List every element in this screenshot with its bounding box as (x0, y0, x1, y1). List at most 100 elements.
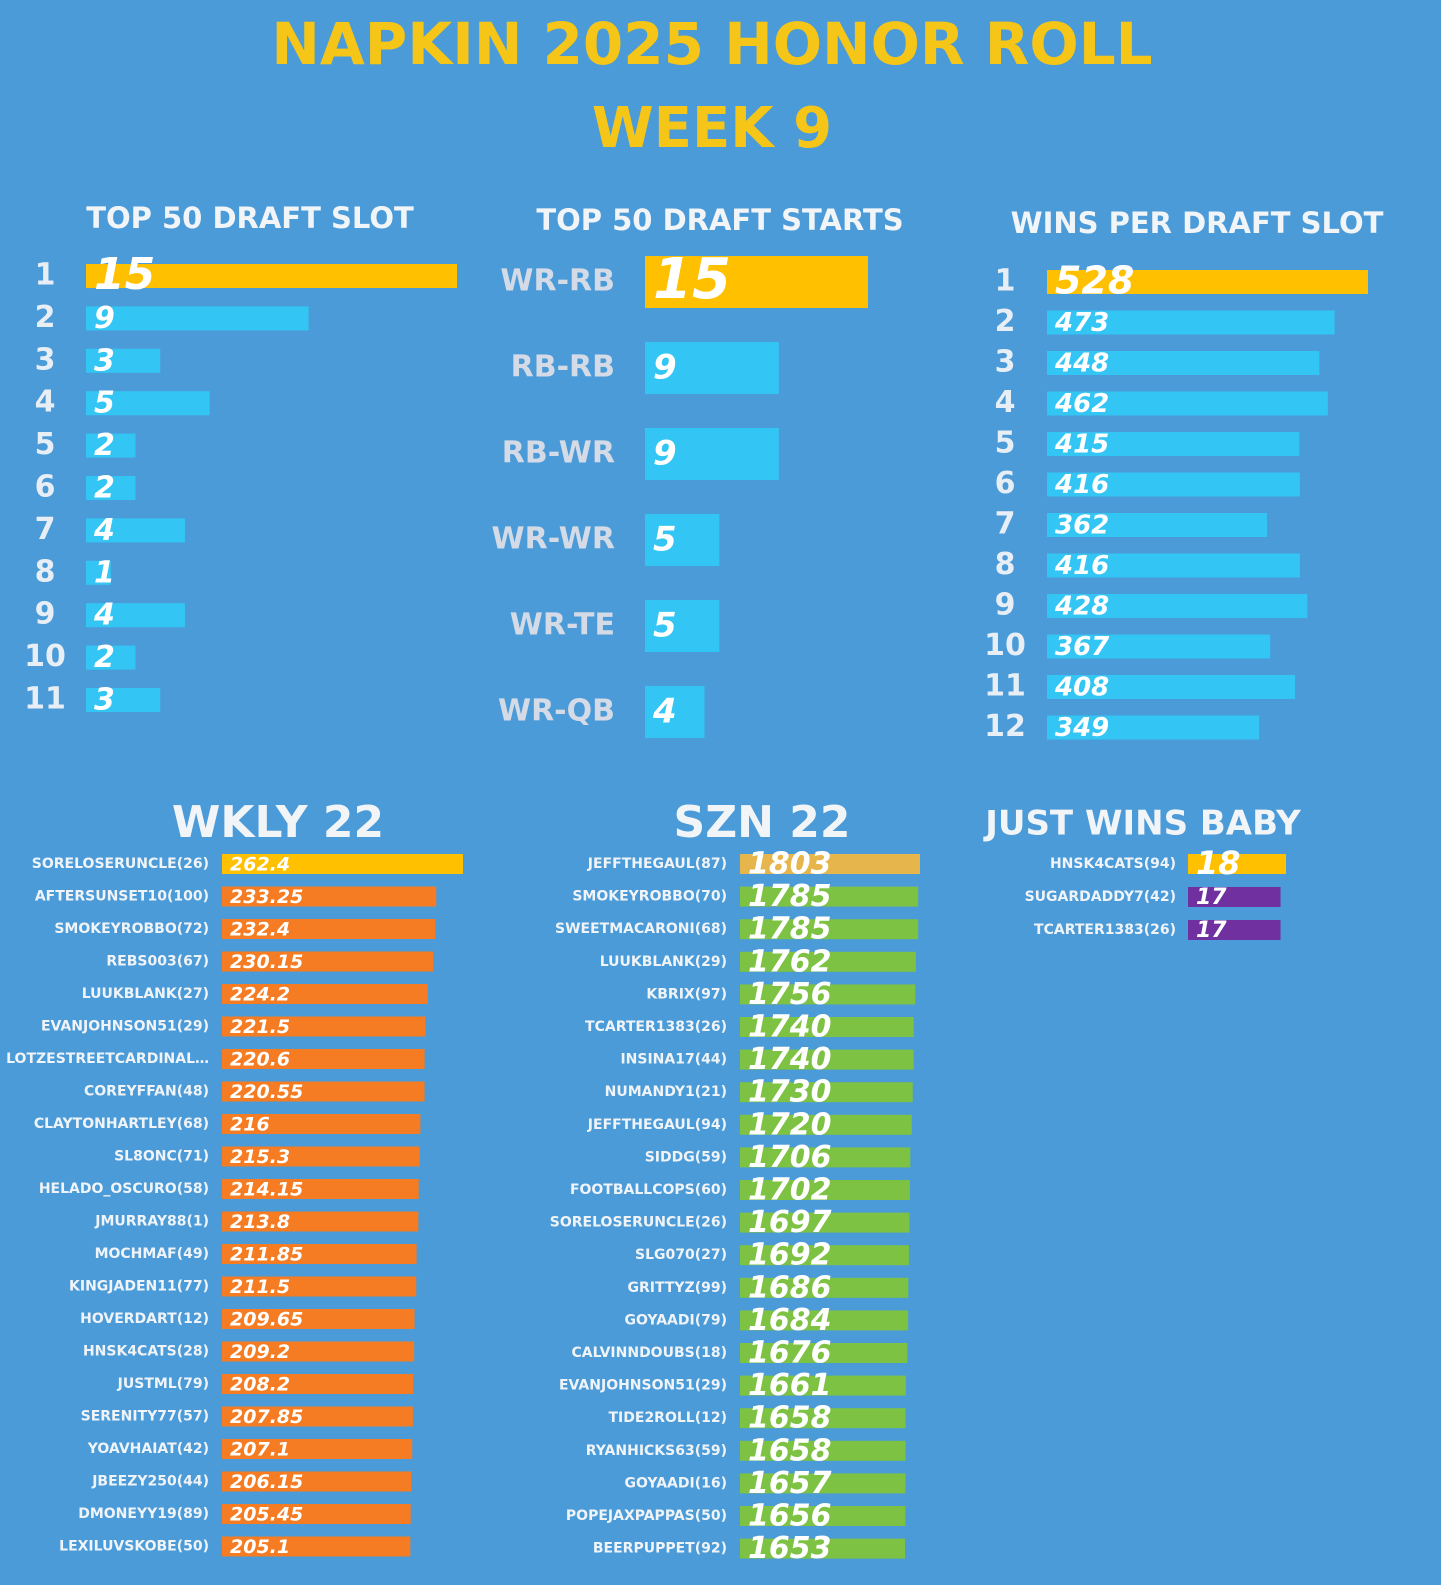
row-label: KBRIX(97) (646, 986, 727, 1002)
row-label: JMURRAY88(1) (94, 1214, 209, 1230)
value-label: 408 (1054, 673, 1109, 703)
bar (740, 1082, 913, 1103)
row-label: JBEEZY250(44) (91, 1474, 209, 1490)
value-label: 2 (94, 428, 115, 463)
value-label: 1706 (748, 1140, 832, 1175)
bar (1047, 432, 1300, 456)
row-label: NUMANDY1(21) (605, 1084, 727, 1100)
value-label: 4 (652, 692, 677, 732)
value-label: 1656 (748, 1499, 832, 1534)
value-label: 207.1 (230, 1439, 290, 1461)
bar (740, 1277, 909, 1298)
value-label: 214.15 (230, 1179, 303, 1201)
row-label: HOVERDART(12) (80, 1311, 209, 1327)
bar (86, 348, 161, 373)
row-label: HNSK4CATS(94) (1050, 856, 1176, 872)
bar (222, 1374, 414, 1394)
bar (222, 1309, 415, 1329)
value-label: 1658 (748, 1401, 832, 1436)
value-label: 9 (653, 348, 677, 388)
row-label: SORELOSERUNCLE(26) (550, 1215, 727, 1231)
bar (645, 686, 705, 738)
bar (86, 645, 136, 670)
bar (222, 919, 436, 939)
bar (1047, 675, 1296, 699)
bar (740, 919, 919, 940)
bar (222, 1471, 412, 1492)
row-label: 2 (995, 304, 1016, 339)
row-label: RB-WR (502, 436, 615, 471)
page-title: NAPKIN 2025 HONOR ROLL (271, 10, 1152, 78)
row-label: WR-TE (510, 608, 615, 643)
value-label: 17 (1196, 885, 1227, 910)
value-label: 18 (1196, 844, 1241, 882)
bar (86, 688, 161, 712)
value-label: 233.25 (230, 886, 303, 908)
row-label: JUSTML(79) (117, 1376, 209, 1392)
value-label: 2 (94, 471, 115, 506)
value-label: 1684 (748, 1303, 832, 1338)
row-label: 6 (35, 470, 56, 505)
page-subtitle: WEEK 9 (592, 96, 832, 161)
bar (740, 1440, 906, 1461)
bar (86, 603, 185, 628)
value-label: 209.2 (230, 1341, 290, 1363)
value-label: 224.2 (230, 984, 290, 1006)
row-label: 7 (995, 507, 1016, 542)
row-label: JEFFTHEGAUL(87) (587, 856, 727, 872)
value-label: 1762 (748, 944, 832, 979)
bar (740, 1375, 906, 1396)
row-label: WR-RB (500, 264, 615, 299)
bar (86, 391, 210, 416)
bar (1047, 351, 1320, 375)
row-label: SLG070(27) (635, 1247, 727, 1263)
bar (1047, 553, 1300, 578)
row-label: 2 (35, 300, 56, 335)
row-label: AFTERSUNSET10(100) (35, 889, 209, 905)
value-label: 1785 (748, 912, 832, 947)
bar (1047, 310, 1335, 335)
bar (222, 1504, 411, 1524)
bar (740, 1408, 906, 1429)
bar (86, 433, 136, 458)
row-label: LOTZESTREETCARDINAL… (6, 1051, 209, 1067)
value-label: 3 (94, 683, 115, 718)
bar (740, 1017, 914, 1037)
value-label: 262.4 (230, 854, 290, 876)
row-label: RB-RB (511, 350, 615, 385)
bar (222, 951, 434, 972)
bar (645, 514, 720, 566)
value-label: 1 (94, 555, 115, 590)
bar (740, 1049, 914, 1070)
bar (740, 1473, 906, 1494)
row-label: 11 (984, 669, 1026, 704)
value-label: 232.4 (230, 919, 290, 941)
value-label: 207.85 (230, 1406, 303, 1428)
value-label: 15 (653, 247, 731, 312)
value-label: 1657 (748, 1466, 832, 1501)
row-label: SUGARDADDY7(42) (1025, 889, 1176, 905)
row-label: 4 (35, 385, 56, 420)
value-label: 211.5 (230, 1276, 290, 1298)
bar (740, 1343, 908, 1363)
value-label: 220.6 (230, 1049, 290, 1071)
bar (222, 1016, 426, 1037)
row-label: GRITTYZ(99) (628, 1280, 727, 1296)
row-label: TCARTER1383(26) (1034, 922, 1176, 938)
bar (222, 1406, 413, 1427)
row-label: HNSK4CATS(28) (83, 1344, 209, 1360)
bar (1047, 391, 1328, 416)
bar (740, 1310, 909, 1331)
row-label: SL8ONC(71) (114, 1149, 209, 1165)
row-label: GOYAADI(16) (625, 1475, 727, 1491)
value-label: 4 (93, 513, 115, 548)
row-label: LUUKBLANK(29) (600, 954, 727, 970)
value-label: 462 (1054, 389, 1109, 419)
value-label: 15 (94, 249, 155, 300)
value-label: 1697 (748, 1205, 832, 1240)
row-label: SMOKEYROBBO(70) (572, 889, 727, 905)
value-label: 9 (94, 301, 115, 336)
value-label: 1740 (748, 1042, 832, 1077)
value-label: 448 (1054, 349, 1109, 379)
row-label: CALVINNDOUBS(18) (571, 1345, 727, 1361)
